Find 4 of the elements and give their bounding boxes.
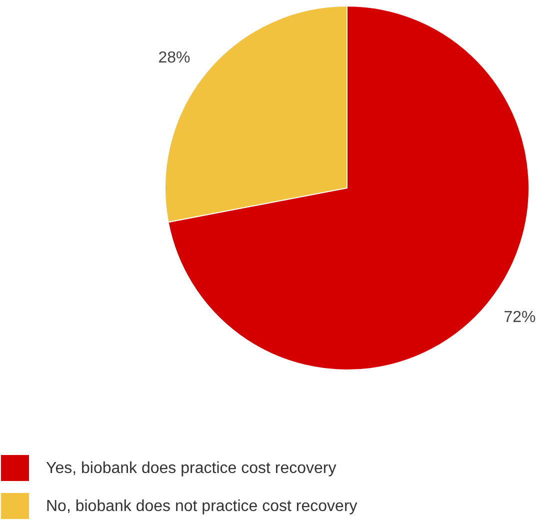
legend-label: No, biobank does not practice cost recovery (46, 498, 358, 516)
legend-label: Yes, biobank does practice cost recovery (46, 460, 336, 478)
data-label: 28% (158, 49, 190, 66)
data-label: 72% (504, 309, 536, 326)
